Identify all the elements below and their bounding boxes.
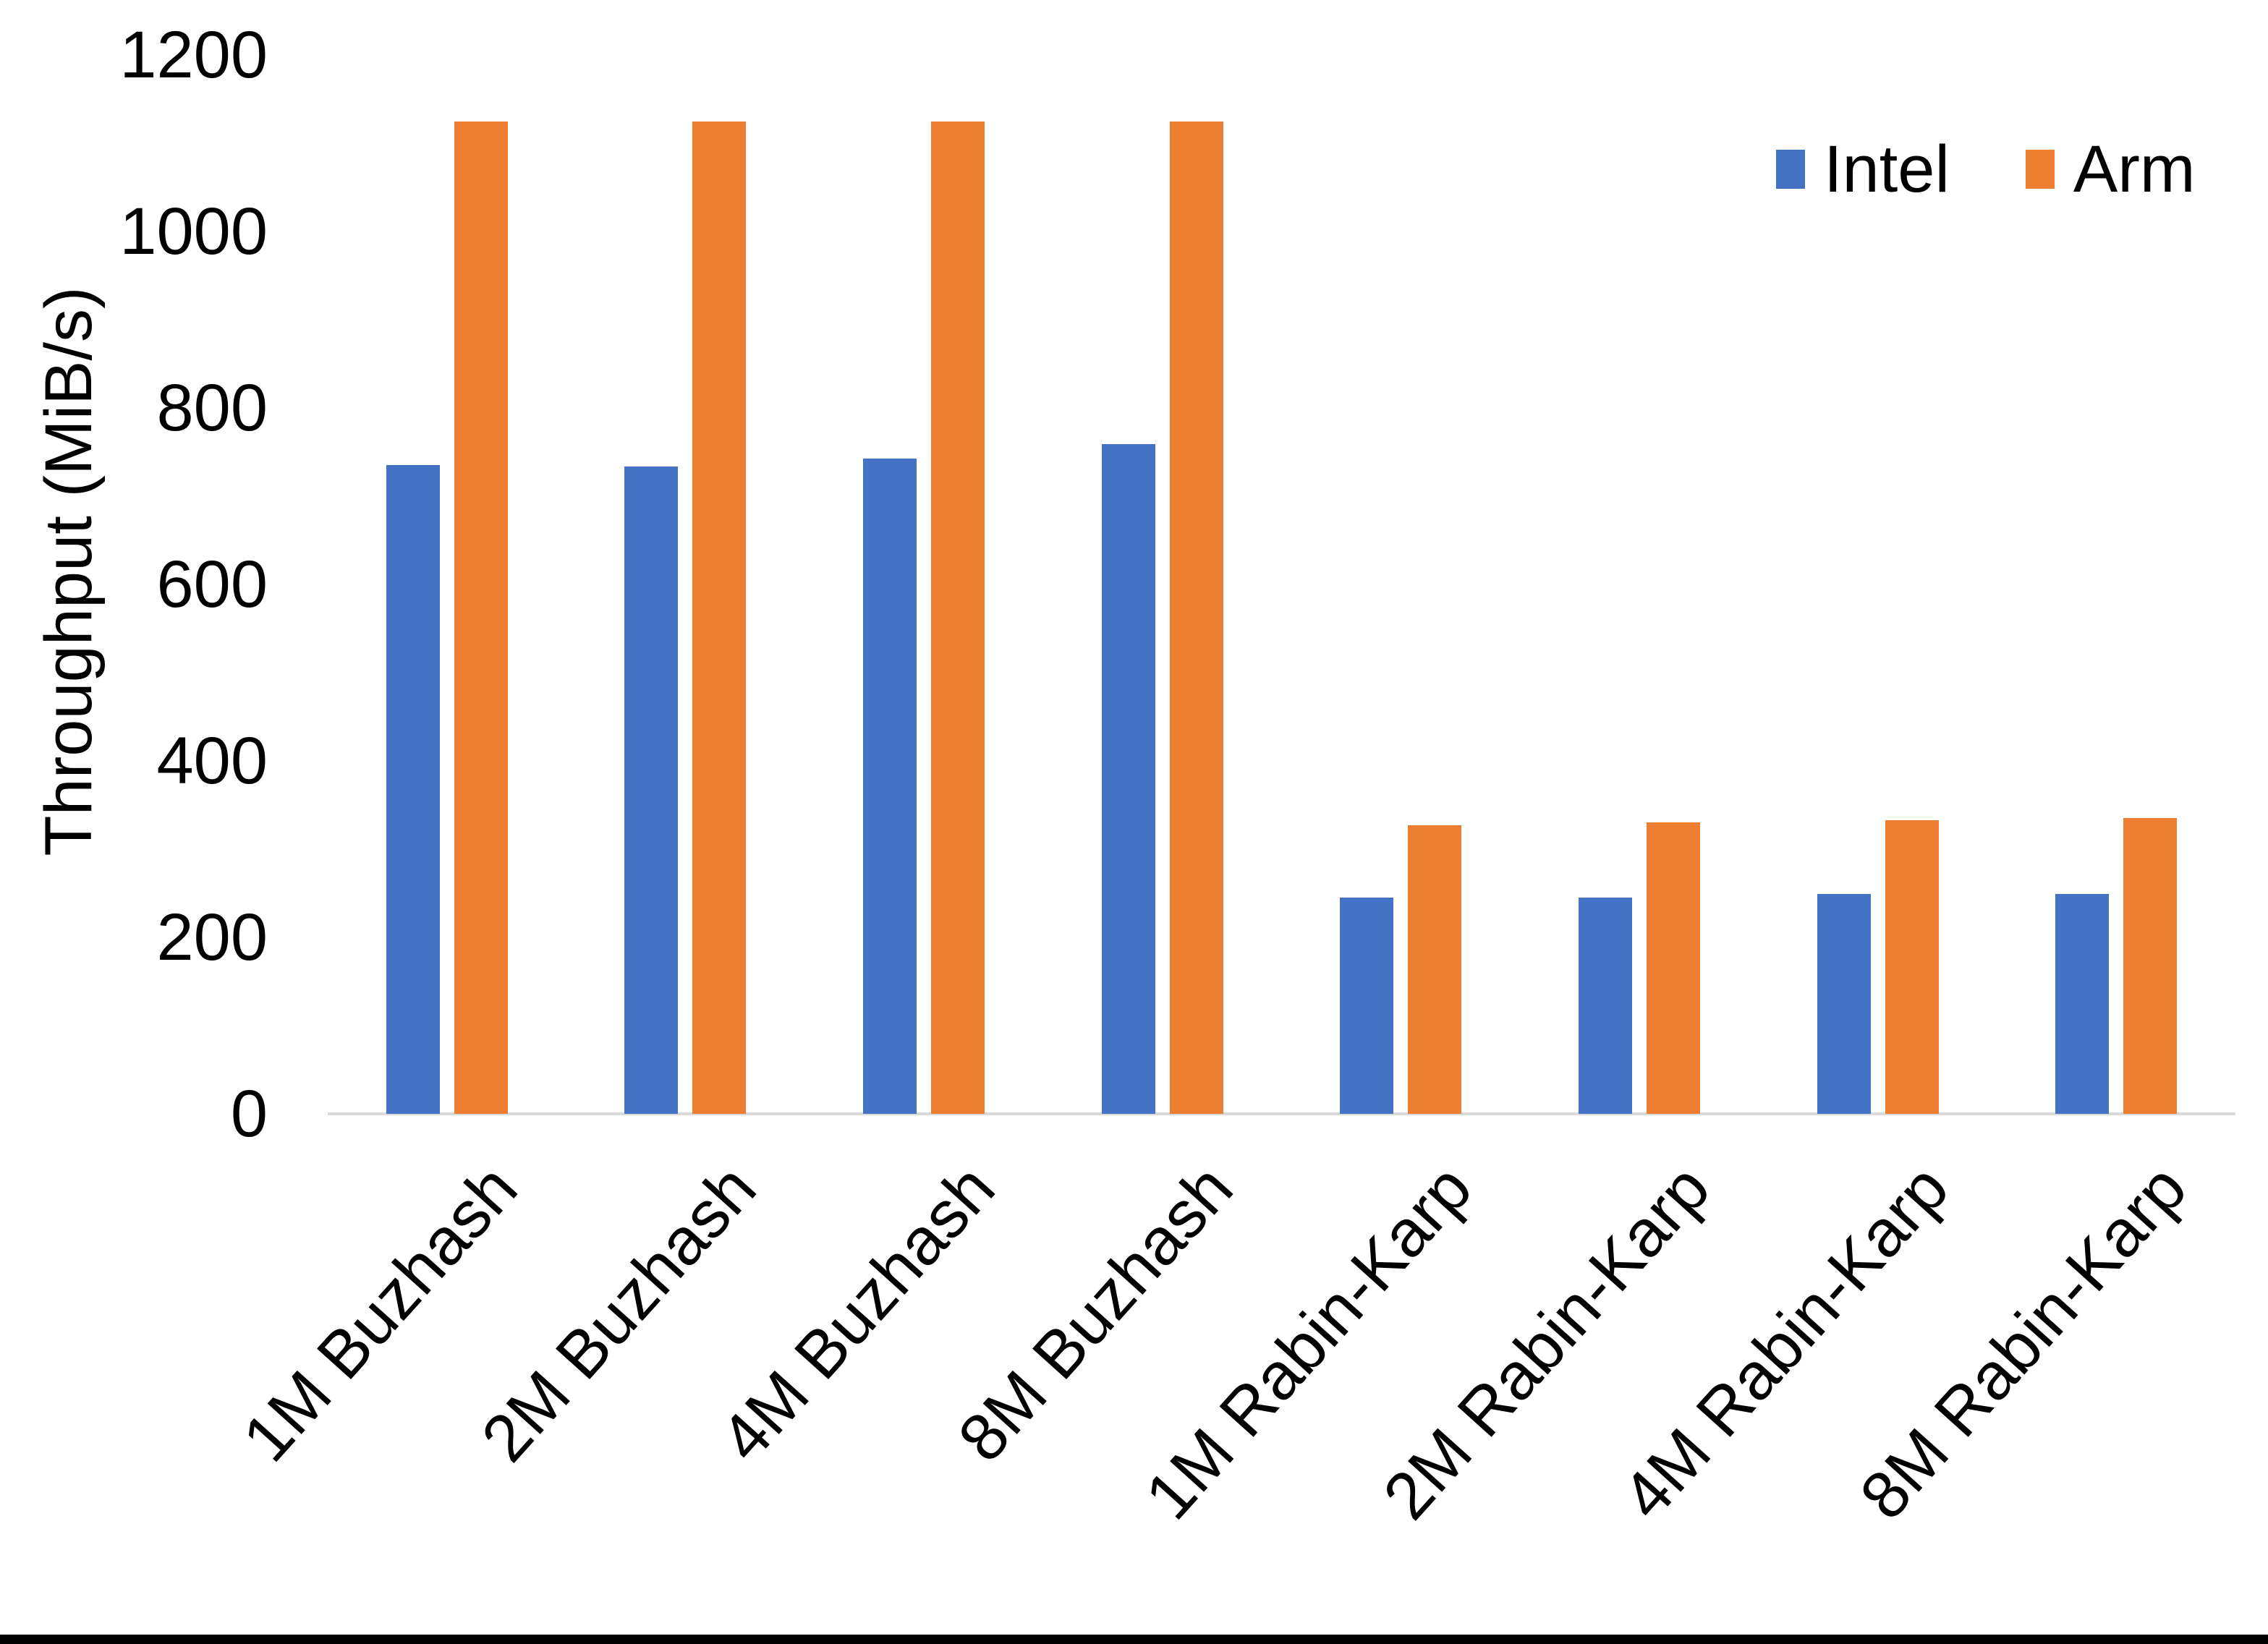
bar-arm-1m-buzhash (454, 121, 508, 1114)
bar-intel-4m-rabin-karp (1817, 894, 1871, 1114)
bar-arm-4m-buzhash (931, 121, 985, 1114)
legend-swatch-intel (1776, 150, 1805, 189)
bar-intel-2m-rabin-karp (1578, 898, 1632, 1114)
bar-arm-2m-rabin-karp (1646, 822, 1700, 1114)
y-tick-label: 1000 (119, 195, 268, 268)
y-tick-label: 800 (156, 371, 268, 445)
bar-intel-8m-rabin-karp (2055, 894, 2110, 1114)
legend-swatch-arm (2025, 150, 2055, 189)
bar-arm-8m-rabin-karp (2123, 818, 2178, 1114)
legend-item-arm: Arm (2025, 132, 2196, 206)
bar-arm-1m-rabin-karp (1408, 825, 1462, 1114)
bar-arm-2m-buzhash (692, 121, 747, 1114)
y-tick-label: 1200 (119, 18, 268, 92)
y-tick-label: 400 (156, 724, 268, 798)
bar-intel-1m-rabin-karp (1340, 898, 1394, 1114)
legend-label-arm: Arm (2073, 132, 2196, 206)
bottom-border (0, 1635, 2268, 1644)
legend-label-intel: Intel (1824, 132, 1950, 206)
bar-arm-4m-rabin-karp (1885, 819, 1939, 1114)
y-tick-label: 600 (156, 548, 268, 621)
bar-intel-1m-buzhash (386, 465, 440, 1114)
legend-item-intel: Intel (1776, 136, 1950, 203)
bar-intel-8m-buzhash (1101, 444, 1155, 1114)
bar-arm-8m-buzhash (1169, 121, 1223, 1114)
bar-intel-4m-buzhash (863, 458, 917, 1114)
bar-intel-2m-buzhash (624, 466, 679, 1114)
x-axis-line (328, 1112, 2235, 1115)
y-tick-label: 200 (156, 900, 268, 974)
y-tick-label: 0 (230, 1077, 268, 1151)
legend: Intel Arm (1776, 136, 2196, 203)
